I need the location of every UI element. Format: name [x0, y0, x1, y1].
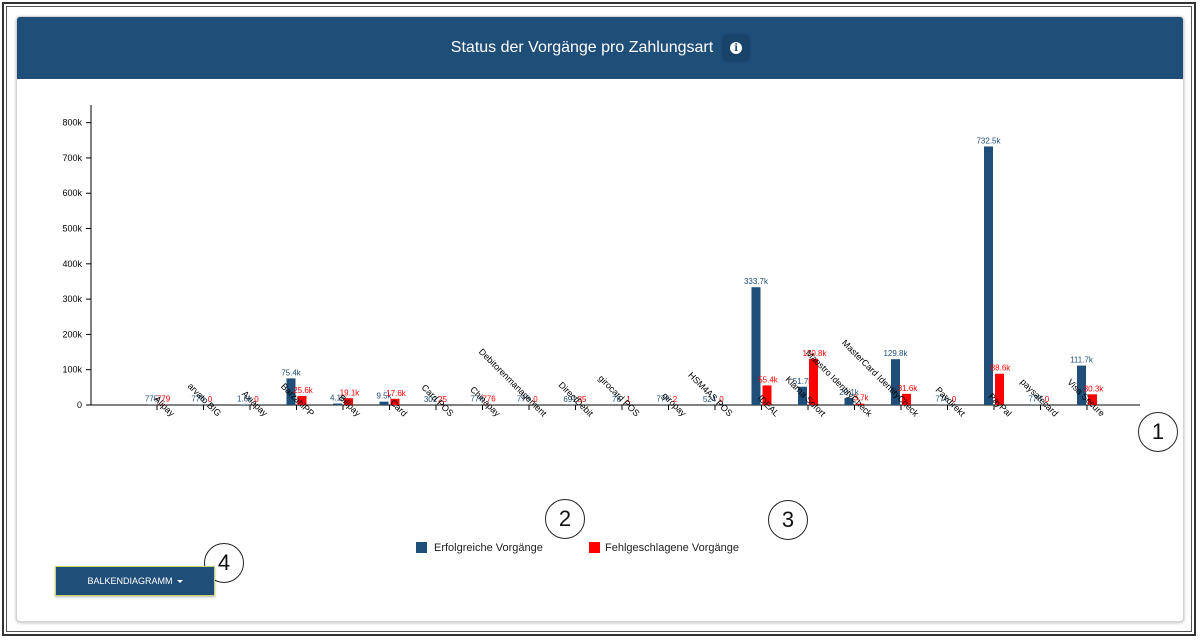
x-tick-label: paysafecard: [1018, 377, 1060, 419]
y-tick-label: 100k: [62, 365, 82, 375]
data-label-failed: 17.6k: [386, 389, 407, 398]
data-label-success: 524: [703, 395, 717, 404]
y-tick-label: 300k: [62, 294, 82, 304]
data-label-success: 76: [612, 395, 621, 404]
data-label-failed: 25: [438, 395, 447, 404]
bar-failed: [390, 398, 400, 405]
caret-down-icon: [176, 579, 183, 583]
data-label-success: 776: [935, 395, 949, 404]
x-tick-label: girocard POS: [596, 373, 641, 418]
data-label-failed: 25.6k: [293, 386, 314, 395]
data-label-success: 1.6k: [237, 394, 253, 403]
data-label-failed: 776: [482, 395, 496, 404]
data-label-success: 776: [656, 395, 670, 404]
data-label-failed: 1: [626, 395, 631, 404]
data-label-success: 776: [517, 395, 531, 404]
data-label-failed: 31.6k: [898, 384, 919, 393]
data-label-failed: 130.8k: [802, 349, 827, 358]
data-label-success: 4.1k: [330, 394, 346, 403]
data-label-failed: 0: [254, 395, 259, 404]
callout-number: 2: [558, 506, 572, 531]
inner-frame: [6, 6, 1192, 632]
data-label-success: 776: [1028, 395, 1042, 404]
info-icon[interactable]: i: [723, 35, 750, 61]
data-label-success: 732.5k: [976, 136, 1001, 145]
bar-success: [798, 386, 807, 405]
data-label-failed: 0: [952, 395, 957, 404]
card-title: Status der Vorgänge pro Zahlungsart: [450, 39, 714, 56]
callout-3: 3: [768, 500, 808, 540]
data-label-success: 776: [470, 395, 484, 404]
bar-success: [984, 146, 993, 405]
bar-failed: [297, 395, 307, 405]
card-header: Status der Vorgänge pro Zahlungsart i: [17, 17, 1183, 79]
y-tick-label: 200k: [62, 329, 82, 339]
legend-swatch-failed: [589, 542, 600, 553]
x-tick-label: HSM4AS POS: [686, 370, 734, 418]
data-label-failed: 0: [719, 395, 724, 404]
y-tick-label: 600k: [62, 188, 82, 198]
data-label-success: 333.7k: [744, 277, 769, 286]
chart-type-dropdown-button[interactable]: BALKENDIAGRAMM: [55, 566, 215, 596]
bar-failed: [762, 385, 772, 405]
info-glyph: i: [730, 42, 743, 54]
data-label-success: 75.4k: [281, 368, 302, 377]
data-label-failed: 0: [1045, 395, 1050, 404]
bar-failed: [995, 373, 1004, 405]
data-label-failed: 0: [208, 395, 213, 404]
chart-type-label: BALKENDIAGRAMM: [87, 576, 173, 586]
bar-failed: [855, 403, 865, 405]
data-label-success: 9.5k: [376, 392, 392, 401]
bar-failed: [1088, 394, 1097, 405]
bar-failed: [809, 358, 818, 405]
x-tick-label: MasterCard IdentityCheck: [840, 338, 921, 419]
data-label-failed: 55.4k: [758, 375, 779, 384]
data-label-failed: 3.7k: [853, 394, 869, 403]
data-label-success: 129.8k: [883, 349, 908, 358]
legend-label-failed: Fehlgeschlagene Vorgänge: [605, 542, 739, 554]
y-tick-label: 0: [77, 400, 82, 410]
bar-failed: [344, 398, 353, 405]
x-tick-label: Card: [388, 398, 409, 419]
data-label-failed: 19.1k: [340, 388, 361, 397]
y-tick-label: 800k: [62, 118, 82, 128]
y-tick-label: 400k: [62, 259, 82, 269]
chart-card: Status der Vorgänge pro Zahlungsart i: [16, 16, 1184, 622]
x-tick-label: Axiapay: [240, 389, 270, 419]
data-label-failed: 88.6k: [991, 364, 1012, 373]
data-label-success: 691: [563, 395, 577, 404]
data-label-failed: 0: [533, 395, 538, 404]
y-tick-label: 500k: [62, 224, 82, 234]
data-label-failed: 30.3k: [1084, 384, 1105, 393]
callout-2: 2: [545, 499, 585, 539]
callout-number: 4: [217, 550, 231, 575]
data-label-success: 51.7k: [793, 377, 814, 386]
bar-success: [240, 404, 249, 405]
bar-success: [286, 378, 296, 405]
callout-number: 1: [1151, 419, 1165, 444]
data-label-success: 301: [424, 395, 438, 404]
bar-success: [333, 403, 342, 405]
data-label-success: 776: [191, 395, 205, 404]
data-label-success: 20.1k: [839, 388, 860, 397]
bar-success: [751, 287, 761, 405]
data-label-failed: 85: [578, 395, 587, 404]
bar-success: [379, 401, 389, 405]
legend-swatch-success: [416, 542, 427, 553]
data-label-failed: 779: [157, 395, 171, 404]
bar-success: [844, 397, 854, 405]
y-tick-label: 700k: [62, 153, 82, 163]
bar-failed: [902, 393, 911, 405]
callout-1: 1: [1138, 412, 1178, 452]
data-label-success: 775: [145, 395, 159, 404]
bar-success: [1077, 365, 1086, 405]
legend-label-success: Erfolgreiche Vorgänge: [434, 542, 543, 554]
bar-success: [891, 359, 900, 405]
callout-number: 3: [781, 507, 795, 532]
data-label-failed: 2: [673, 395, 678, 404]
data-label-success: 111.7k: [1070, 356, 1094, 365]
